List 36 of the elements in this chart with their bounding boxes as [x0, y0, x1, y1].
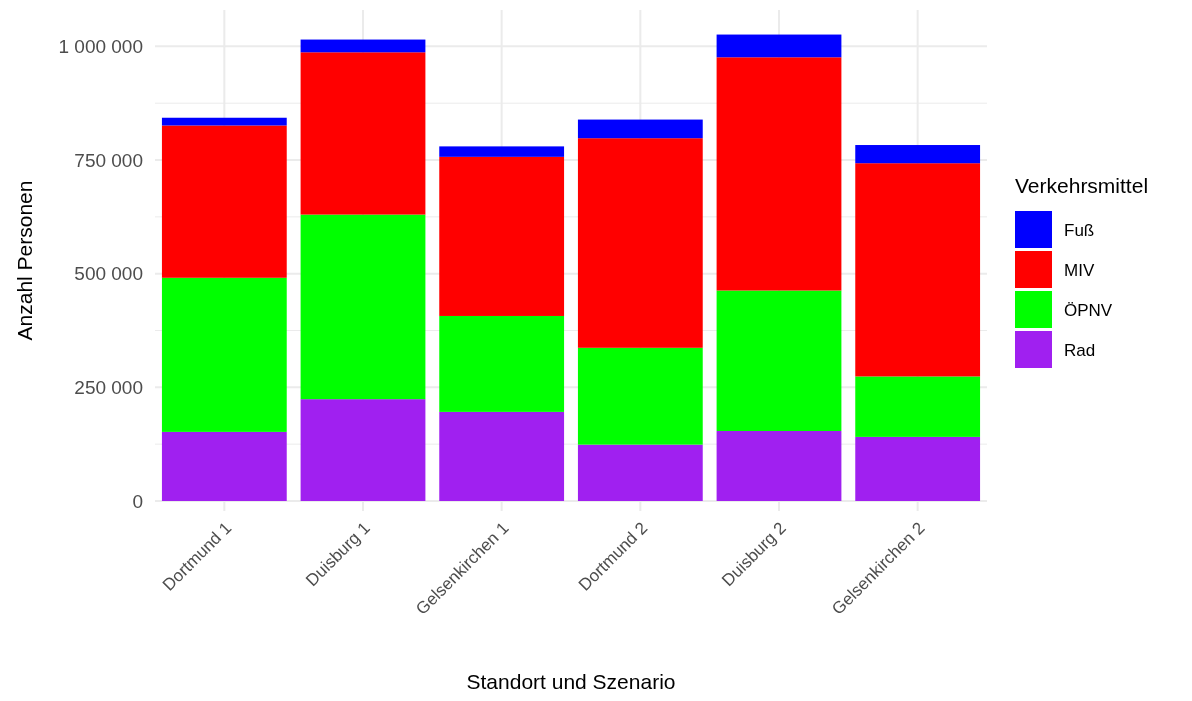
bar: [161, 125, 287, 278]
y-tick-label: 500 000: [74, 263, 143, 285]
legend-title: Verkehrsmittel: [1015, 174, 1149, 197]
x-axis-title: Standort und Szenario: [466, 670, 676, 693]
bar: [716, 290, 842, 431]
bar: [439, 146, 565, 157]
bar: [855, 145, 981, 164]
bar: [161, 431, 287, 501]
bar: [855, 163, 981, 377]
bar: [161, 277, 287, 432]
legend-label: ÖPNV: [1064, 300, 1113, 320]
legend-label: Rad: [1064, 340, 1096, 360]
bar: [300, 399, 426, 501]
bar: [716, 34, 842, 58]
bar: [577, 138, 703, 348]
bar: [439, 156, 565, 316]
bar: [300, 214, 426, 400]
bar: [855, 436, 981, 501]
bar: [300, 39, 426, 53]
bar: [161, 117, 287, 126]
y-tick-label: 750 000: [74, 149, 143, 171]
bar: [716, 430, 842, 501]
bar: [300, 52, 426, 215]
legend-label: MIV: [1064, 260, 1095, 280]
y-tick-label: 250 000: [74, 376, 143, 398]
bar: [855, 376, 981, 437]
bar: [577, 444, 703, 501]
bar: [577, 347, 703, 445]
y-tick-label: 1 000 000: [58, 36, 143, 58]
legend-label: Fuß: [1064, 220, 1095, 240]
bar: [577, 119, 703, 139]
y-tick-label: 0: [132, 490, 143, 512]
bar: [439, 411, 565, 501]
y-axis-title: Anzahl Personen: [13, 180, 36, 341]
bar: [716, 57, 842, 291]
bar: [439, 315, 565, 412]
